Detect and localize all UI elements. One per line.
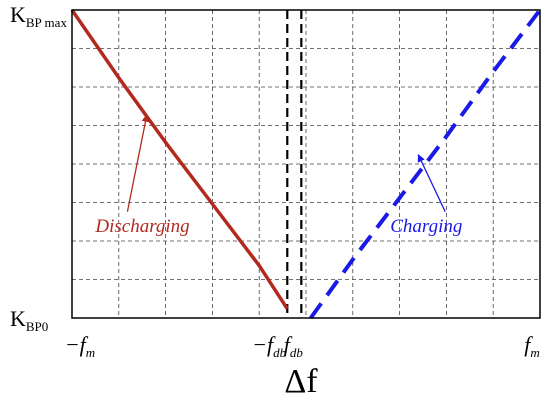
- x-tick-main: −f: [65, 332, 89, 357]
- annotation-arrow: [417, 154, 446, 213]
- x-tick-label: −fm: [65, 332, 95, 360]
- x-tick-sub: m: [86, 345, 95, 360]
- y-tick-label: KBP0: [10, 306, 48, 334]
- x-axis-label: Δf: [284, 363, 318, 400]
- x-tick-sub: db: [290, 345, 304, 360]
- annotation-arrow: [126, 113, 150, 212]
- x-tick-label: fdb: [284, 332, 304, 360]
- x-tick-main: f: [284, 332, 293, 357]
- deadband-lines: [286, 10, 303, 318]
- y-tick-label: KBP max: [10, 2, 67, 30]
- x-tick-sub: db: [273, 345, 287, 360]
- series-line-charging: [309, 8, 542, 320]
- x-tick-sub: m: [530, 345, 539, 360]
- annotations: Discharging Charging: [94, 113, 462, 237]
- x-tick-main: f: [524, 332, 533, 357]
- annotation-charging: Charging: [390, 216, 462, 237]
- series-layer: [70, 8, 542, 320]
- plot-frame: [71, 9, 541, 319]
- annotation-discharging: Discharging: [94, 216, 189, 237]
- y-tick-sub: BP0: [26, 319, 48, 334]
- x-tick-label: fm: [524, 332, 540, 360]
- x-tick-main: −f: [252, 332, 276, 357]
- x-tick-label: −fdb: [252, 332, 286, 360]
- series-line-discharging: [70, 9, 289, 310]
- y-tick-sub: BP max: [26, 15, 68, 30]
- y-tick-main: K: [10, 306, 26, 331]
- grid: [72, 10, 540, 318]
- y-tick-main: K: [10, 2, 26, 27]
